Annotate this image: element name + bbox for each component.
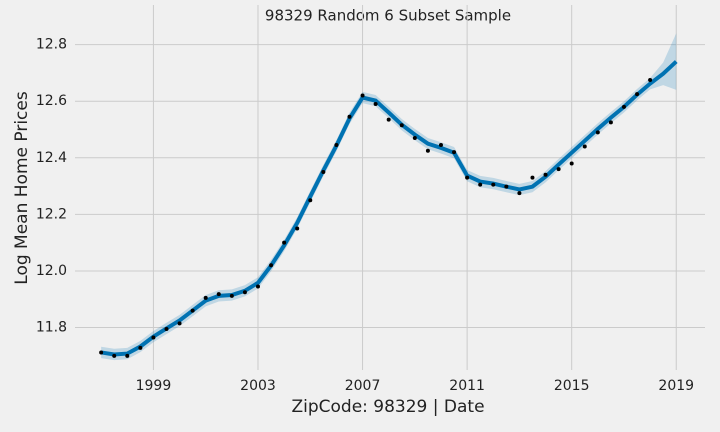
observed-point bbox=[347, 114, 352, 119]
observed-point bbox=[229, 293, 234, 298]
observed-point bbox=[282, 240, 287, 245]
observed-point bbox=[216, 292, 221, 297]
observed-point bbox=[242, 290, 247, 295]
y-tick-label: 12.8 bbox=[36, 37, 67, 53]
observed-point bbox=[648, 77, 653, 82]
observed-point bbox=[308, 198, 313, 203]
observed-point bbox=[190, 308, 195, 313]
y-tick-label: 12.2 bbox=[36, 206, 67, 222]
x-tick-label: 2003 bbox=[240, 378, 276, 394]
chart-title: 98329 Random 6 Subset Sample bbox=[265, 7, 511, 25]
observed-point bbox=[321, 169, 326, 174]
y-axis-label: Log Mean Home Prices bbox=[12, 91, 32, 285]
observed-point bbox=[517, 191, 522, 196]
observed-point bbox=[373, 102, 378, 107]
observed-point bbox=[452, 150, 457, 155]
observed-point bbox=[138, 345, 143, 350]
observed-point bbox=[125, 353, 130, 358]
observed-point bbox=[478, 182, 483, 187]
observed-point bbox=[425, 148, 430, 153]
observed-point bbox=[255, 284, 260, 289]
observed-point bbox=[608, 120, 613, 125]
x-tick-label: 2007 bbox=[345, 378, 381, 394]
y-tick-label: 12.0 bbox=[36, 263, 67, 279]
observed-point bbox=[569, 161, 574, 166]
observed-point bbox=[438, 143, 443, 148]
observed-point bbox=[556, 167, 561, 172]
observed-point bbox=[399, 123, 404, 128]
x-tick-label: 2015 bbox=[554, 378, 590, 394]
observed-point bbox=[621, 104, 626, 109]
observed-point bbox=[112, 353, 117, 358]
observed-point bbox=[99, 350, 104, 355]
observed-point bbox=[530, 175, 535, 180]
observed-point bbox=[504, 184, 509, 189]
observed-point bbox=[295, 226, 300, 231]
observed-point bbox=[595, 130, 600, 135]
observed-point bbox=[635, 92, 640, 97]
observed-point bbox=[151, 335, 156, 340]
observed-point bbox=[360, 93, 365, 98]
observed-point bbox=[269, 263, 274, 268]
y-tick-label: 12.6 bbox=[36, 93, 67, 109]
observed-point bbox=[491, 182, 496, 187]
observed-point bbox=[412, 135, 417, 140]
observed-point bbox=[465, 175, 470, 180]
x-axis-label: ZipCode: 98329 | Date bbox=[291, 397, 484, 417]
observed-point bbox=[164, 326, 169, 331]
observed-point bbox=[334, 143, 339, 148]
x-tick-label: 1999 bbox=[136, 378, 172, 394]
x-tick-label: 2019 bbox=[658, 378, 694, 394]
observed-point bbox=[582, 144, 587, 149]
y-tick-label: 11.8 bbox=[36, 320, 67, 336]
observed-point bbox=[543, 172, 548, 177]
x-tick-label: 2011 bbox=[449, 378, 485, 394]
observed-point bbox=[386, 117, 391, 122]
observed-point bbox=[203, 295, 208, 300]
observed-point bbox=[177, 321, 182, 326]
forecast-line bbox=[100, 60, 678, 357]
y-tick-label: 12.4 bbox=[36, 150, 67, 166]
